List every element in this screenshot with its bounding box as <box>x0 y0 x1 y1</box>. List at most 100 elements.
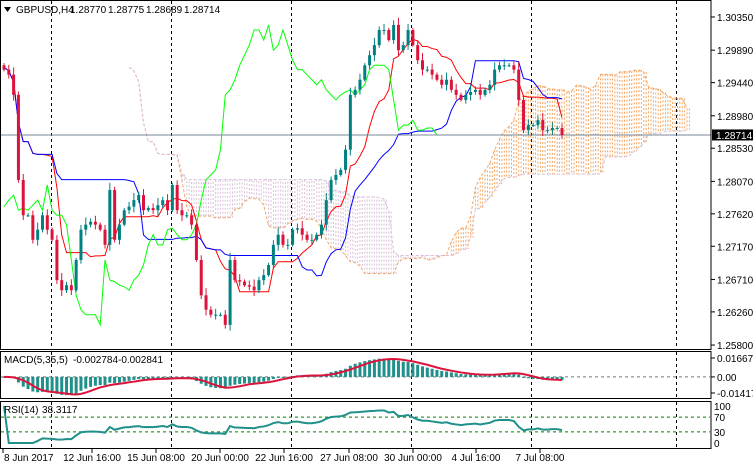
macd-histogram-bar <box>40 376 44 392</box>
macd-histogram-bar <box>473 374 477 377</box>
bull-candle <box>334 174 338 180</box>
bear-candle <box>454 89 458 95</box>
bull-candle <box>344 149 348 170</box>
macd-histogram-bar <box>387 359 391 377</box>
price-tick-label: 1.28070 <box>717 177 753 188</box>
macd-histogram-bar <box>483 374 487 377</box>
macd-histogram-bar <box>488 374 492 377</box>
bull-candle <box>497 65 501 70</box>
macd-histogram-bar <box>108 376 112 383</box>
time-axis[interactable]: 8 Jun 2017 12 Jun 16:00 15 Jun 08:00 20 Jun… <box>2 449 565 464</box>
macd-histogram-bar <box>228 376 232 386</box>
macd-histogram-bar <box>550 376 554 381</box>
price-tick-label: 1.25800 <box>717 341 753 352</box>
time-tick-label: 22 Jun 16:00 <box>255 453 313 464</box>
price-axis[interactable]: 1.30350 1.29890 1.29440 1.28980 1.28530 1.280… <box>711 13 753 352</box>
last-price-box <box>712 129 753 141</box>
macd-histogram-bar <box>363 361 367 377</box>
macd-histogram-bar <box>84 376 88 389</box>
macd-histogram-bar <box>445 371 449 377</box>
bear-candle <box>50 229 54 240</box>
bull-candle <box>315 234 319 240</box>
bull-candle <box>214 314 218 316</box>
bull-candle <box>286 244 290 246</box>
macd-histogram-bar <box>344 368 348 377</box>
bull-candle <box>79 229 83 260</box>
bull-candle <box>550 128 554 131</box>
macd-histogram-bar <box>401 361 405 377</box>
macd-histogram-bar <box>358 362 362 377</box>
senkou-span-a-line <box>128 66 688 275</box>
macd-histogram-bar <box>416 364 420 377</box>
macd-histogram-bar <box>368 360 372 377</box>
price-tick-label: 1.26260 <box>717 308 753 319</box>
bear-candle <box>7 69 11 75</box>
macd-histogram-bar <box>214 376 218 388</box>
macd-histogram-bar <box>276 376 280 378</box>
bear-candle <box>2 65 6 70</box>
macd-histogram-bar <box>522 376 526 378</box>
macd-histogram-bar <box>146 376 150 380</box>
triangle-down-icon[interactable] <box>4 7 11 12</box>
bear-candle <box>459 94 463 100</box>
symbol-label: GBPUSD,H4 <box>16 5 74 16</box>
macd-histogram-bar <box>117 376 121 383</box>
macd-histogram-bar <box>440 370 444 377</box>
bull-candle <box>156 205 160 211</box>
macd-tick-label: 0.016673 <box>717 354 753 365</box>
bear-candle <box>21 179 25 216</box>
macd-histogram-bar <box>31 376 35 392</box>
bear-candle <box>204 295 208 310</box>
price-tick-label: 1.30350 <box>717 13 753 24</box>
macd-panel-frame <box>0 351 712 399</box>
bear-candle <box>113 190 117 240</box>
macd-histogram-bar <box>142 376 145 380</box>
rsi-label: RSI(14) <box>4 405 38 416</box>
bull-candle <box>406 29 410 46</box>
bear-candle <box>31 215 35 240</box>
bear-candle <box>16 94 20 180</box>
bear-candle <box>478 89 482 95</box>
macd-histogram-bar <box>560 376 564 381</box>
macd-histogram-bar <box>79 376 83 391</box>
bull-candle <box>84 224 88 230</box>
bear-candle <box>396 24 400 51</box>
tenkan-sen-line <box>3 38 563 293</box>
bull-candle <box>218 314 222 316</box>
bear-candle <box>243 281 247 286</box>
macd-histogram-bar <box>464 374 468 377</box>
bull-candle <box>445 79 449 85</box>
bear-candle <box>300 228 304 235</box>
price-tick-label: 1.26710 <box>717 275 753 286</box>
bear-candle <box>223 314 227 325</box>
bear-candle <box>69 285 73 291</box>
bull-candle <box>473 89 477 92</box>
macd-histogram-bar <box>74 376 78 394</box>
bull-candle <box>228 259 232 325</box>
macd-signal-line <box>3 357 563 396</box>
bear-candle <box>45 215 49 230</box>
bull-candle <box>469 91 473 95</box>
macd-histogram-bar <box>392 359 396 377</box>
macd-histogram-bar <box>421 366 424 377</box>
macd-histogram-bar <box>449 372 453 377</box>
senkou-span-b-line <box>128 66 688 256</box>
bull-candle <box>271 244 275 266</box>
macd-histogram-bar <box>271 376 275 380</box>
macd-histogram-bar <box>267 376 271 381</box>
bear-candle <box>440 79 444 85</box>
bear-candle <box>166 200 170 211</box>
bull-candle <box>353 89 357 95</box>
macd-histogram-bar <box>127 376 131 381</box>
bull-candle <box>262 275 266 281</box>
macd-histogram-bar <box>65 376 69 396</box>
kijun-sen-line <box>3 60 563 277</box>
bull-candle <box>127 206 131 211</box>
bull-candle <box>146 208 150 211</box>
candles <box>2 17 564 331</box>
bear-candle <box>233 259 237 281</box>
bull-candle <box>339 169 343 175</box>
macd-histogram-bar <box>377 358 381 377</box>
